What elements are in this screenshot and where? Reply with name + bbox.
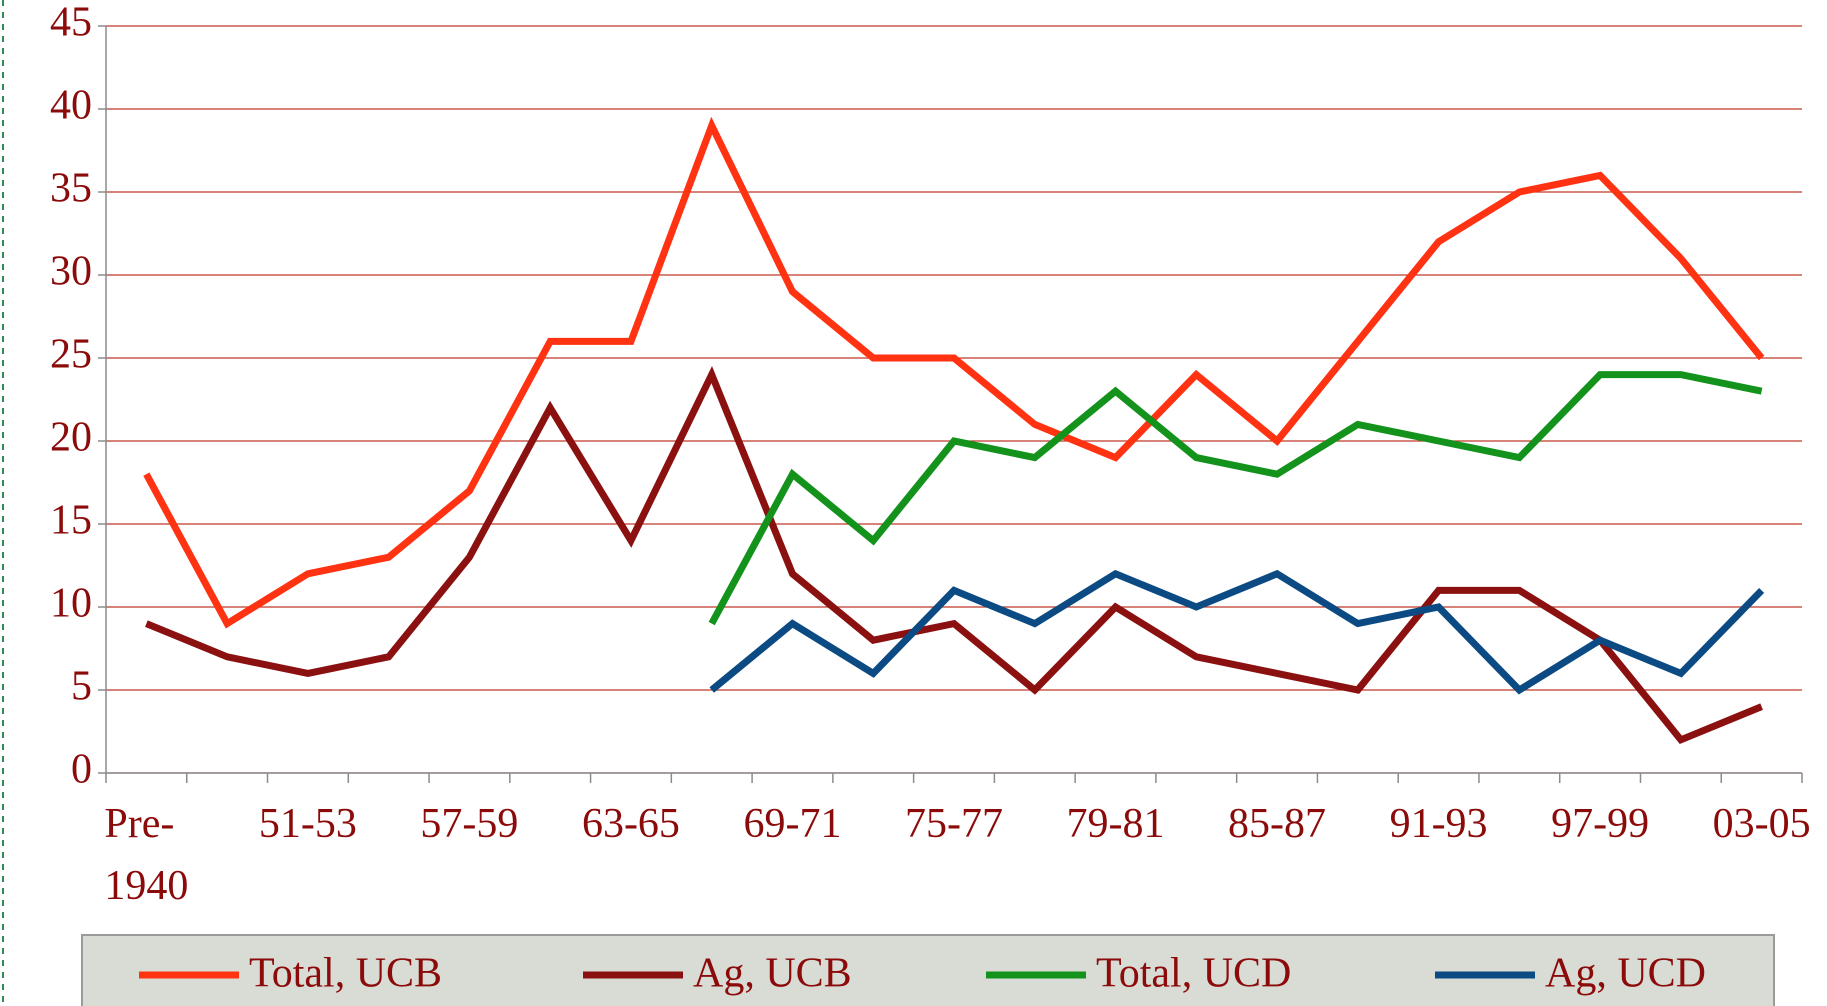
series-line [708,371,1763,626]
x-tick-label: 79-81 [1066,801,1165,847]
legend-label: Total, UCD [1096,951,1291,997]
series-line [709,569,1765,695]
legend-box [81,934,1775,1006]
x-tick-label: 69-71 [743,801,842,847]
x-tick-label: 51-53 [258,801,357,847]
x-tick-label: 97-99 [1551,801,1650,847]
x-tick-label: Pre- 1940 [104,801,189,909]
x-tick-label: 85-87 [1228,801,1327,847]
y-tick-label: 35 [50,166,92,212]
y-tick-label: 10 [50,581,92,627]
x-tick-label: 57-59 [420,801,519,847]
x-tick-label: 63-65 [581,801,680,847]
x-tick-label: 75-77 [905,801,1003,847]
legend-label: Ag, UCD [1545,951,1706,997]
x-tick-label: 03-05 [1712,801,1811,847]
y-tick-label: 15 [50,498,92,544]
y-tick-label: 45 [50,0,92,46]
y-tick-label: 40 [50,83,92,129]
y-tick-label: 20 [50,415,92,461]
x-tick-label: 91-93 [1389,801,1488,847]
y-tick-label: 5 [71,664,92,710]
series-line [143,116,1765,629]
legend-label: Ag, UCB [693,951,852,997]
y-tick-label: 0 [71,747,92,793]
series-line [145,366,1763,745]
y-tick-label: 25 [50,332,92,378]
legend-label: Total, UCB [249,951,442,997]
y-tick-label: 30 [50,249,92,295]
